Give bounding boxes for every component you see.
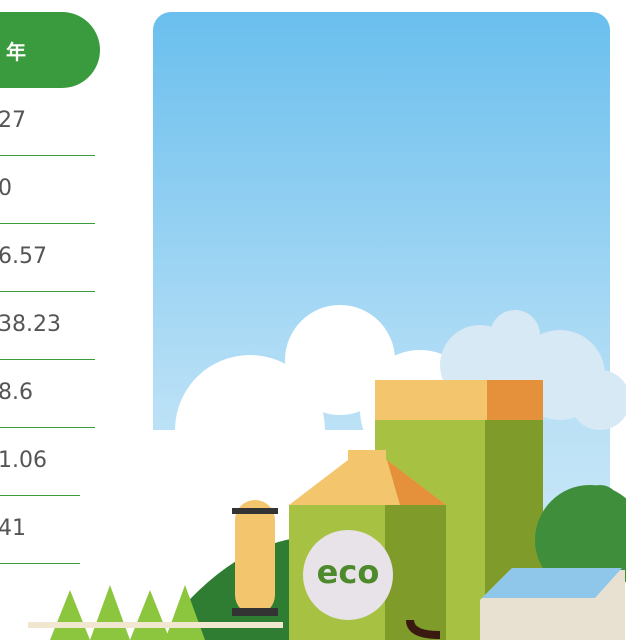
- page: 年 2706.5738.238.61.0641: [0, 0, 626, 640]
- silo: [235, 500, 275, 615]
- fence: [28, 622, 283, 628]
- eco-label: eco: [317, 553, 380, 591]
- illustration: eco: [0, 0, 626, 640]
- scene: eco: [28, 12, 626, 640]
